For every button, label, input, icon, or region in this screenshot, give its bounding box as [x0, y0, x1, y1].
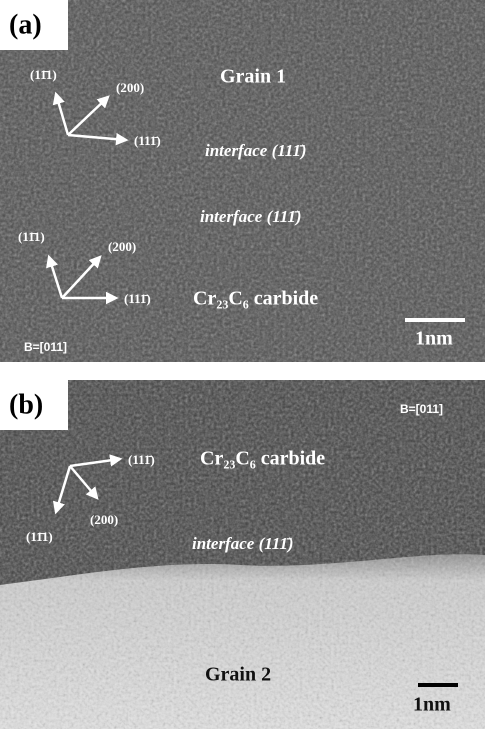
direction-label: (111̄): [124, 291, 151, 306]
direction-label: (111̄): [128, 452, 155, 467]
direction-label: (200): [116, 80, 144, 95]
scale-label: 1nm: [413, 694, 451, 716]
scale-bar: [405, 318, 465, 322]
panel-a: (a) Grain 1 (11̄1) (200) (111̄) interfac…: [0, 0, 485, 362]
figure: (a) Grain 1 (11̄1) (200) (111̄) interfac…: [0, 0, 485, 729]
interface-label: interface (111̄): [200, 207, 302, 226]
direction-label: (200): [108, 239, 136, 254]
grain-label: Grain 2: [205, 664, 271, 686]
direction-label: (111̄): [134, 133, 161, 148]
panel-label: (a): [9, 9, 42, 40]
zone-axis: B=[011]: [24, 340, 67, 354]
direction-label: (200): [90, 512, 118, 527]
direction-label: (11̄1): [30, 67, 57, 82]
scale-bar: [418, 683, 458, 687]
scale-label: 1nm: [415, 328, 453, 350]
direction-label: (11̄1): [18, 229, 45, 244]
carbide-label: Cr₂₃C₆ carbide: [200, 448, 325, 470]
panel-b: (b) B=[011] (111̄) (11̄1) (200) Cr₂₃C₆ c…: [0, 380, 485, 729]
direction-label: (11̄1): [26, 529, 53, 544]
carbide-label: Cr₂₃C₆ carbide: [193, 288, 318, 310]
interface-label: interface (111̄): [205, 141, 307, 160]
interface-label: interface (111̄): [192, 534, 294, 553]
grain-label: Grain 1: [220, 66, 286, 88]
zone-axis: B=[011]: [400, 402, 443, 416]
panel-label: (b): [9, 389, 43, 420]
